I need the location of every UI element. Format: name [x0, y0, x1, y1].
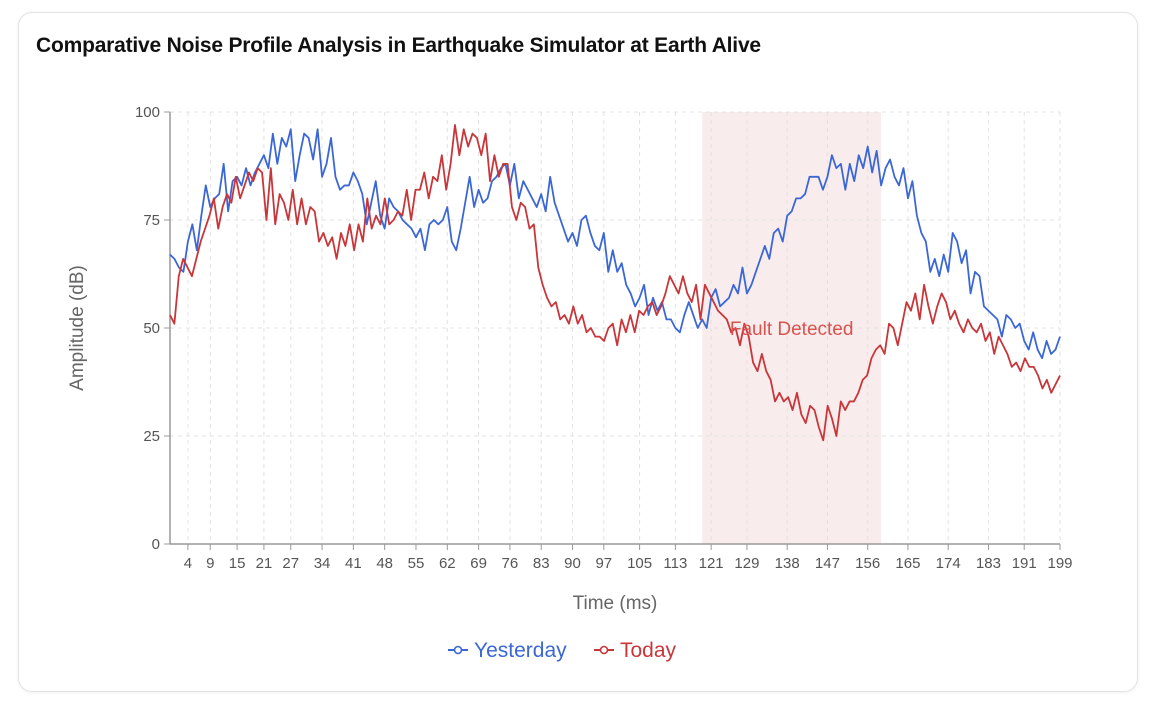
x-tick-label: 62: [439, 555, 456, 572]
x-tick-label: 97: [595, 555, 612, 572]
legend-marker-today: [599, 645, 609, 655]
x-tick-label: 83: [533, 555, 550, 572]
x-tick-label: 48: [376, 555, 393, 572]
legend-label-today[interactable]: Today: [620, 639, 677, 662]
x-tick-label: 55: [408, 555, 425, 572]
x-tick-label: 183: [976, 555, 1001, 572]
x-tick-label: 156: [855, 555, 880, 572]
x-tick-label: 191: [1012, 555, 1037, 572]
x-tick-label: 27: [282, 555, 299, 572]
x-tick-label: 34: [314, 555, 331, 572]
x-axis-ticks: 4 9 15 21 27 34 41 48 55 62 69 76 83 90 97 105 113 121 129…: [184, 544, 1073, 572]
fault-detected-label: Fault Detected: [730, 319, 854, 340]
x-tick-label: 15: [229, 555, 246, 572]
chart-title: Comparative Noise Profile Analysis in Ea…: [36, 34, 761, 57]
y-axis-ticks: 0 25 50 75 100: [135, 104, 170, 553]
x-tick-label: 199: [1047, 555, 1072, 572]
y-tick-label: 25: [143, 428, 160, 445]
x-tick-label: 76: [502, 555, 519, 572]
chart-card: [18, 12, 1138, 692]
x-tick-label: 4: [184, 555, 192, 572]
y-tick-label: 100: [135, 104, 160, 121]
x-tick-label: 69: [470, 555, 487, 572]
series-line-today: [169, 124, 1061, 442]
y-tick-label: 50: [143, 320, 160, 337]
legend: Yesterday Today: [448, 639, 677, 662]
x-tick-label: 90: [564, 555, 581, 572]
x-tick-label: 147: [815, 555, 840, 572]
series-lines: [169, 124, 1061, 442]
x-tick-label: 129: [734, 555, 759, 572]
x-axis-label: Time (ms): [573, 593, 658, 614]
y-tick-label: 75: [143, 212, 160, 229]
grid-lines: [170, 111, 1061, 544]
legend-marker-yesterday: [453, 645, 463, 655]
y-axis-label: Amplitude (dB): [67, 265, 88, 391]
x-tick-label: 165: [895, 555, 920, 572]
x-tick-label: 121: [699, 555, 724, 572]
x-tick-label: 21: [256, 555, 273, 572]
x-tick-label: 113: [663, 555, 687, 572]
x-tick-label: 138: [775, 555, 800, 572]
x-tick-label: 105: [627, 555, 652, 572]
series-line-yesterday: [169, 128, 1061, 360]
axes: [169, 112, 1060, 545]
legend-label-yesterday[interactable]: Yesterday: [474, 639, 567, 662]
x-tick-label: 41: [345, 555, 362, 572]
x-tick-label: 9: [206, 555, 214, 572]
x-tick-label: 174: [936, 555, 961, 572]
y-tick-label: 0: [152, 536, 160, 553]
